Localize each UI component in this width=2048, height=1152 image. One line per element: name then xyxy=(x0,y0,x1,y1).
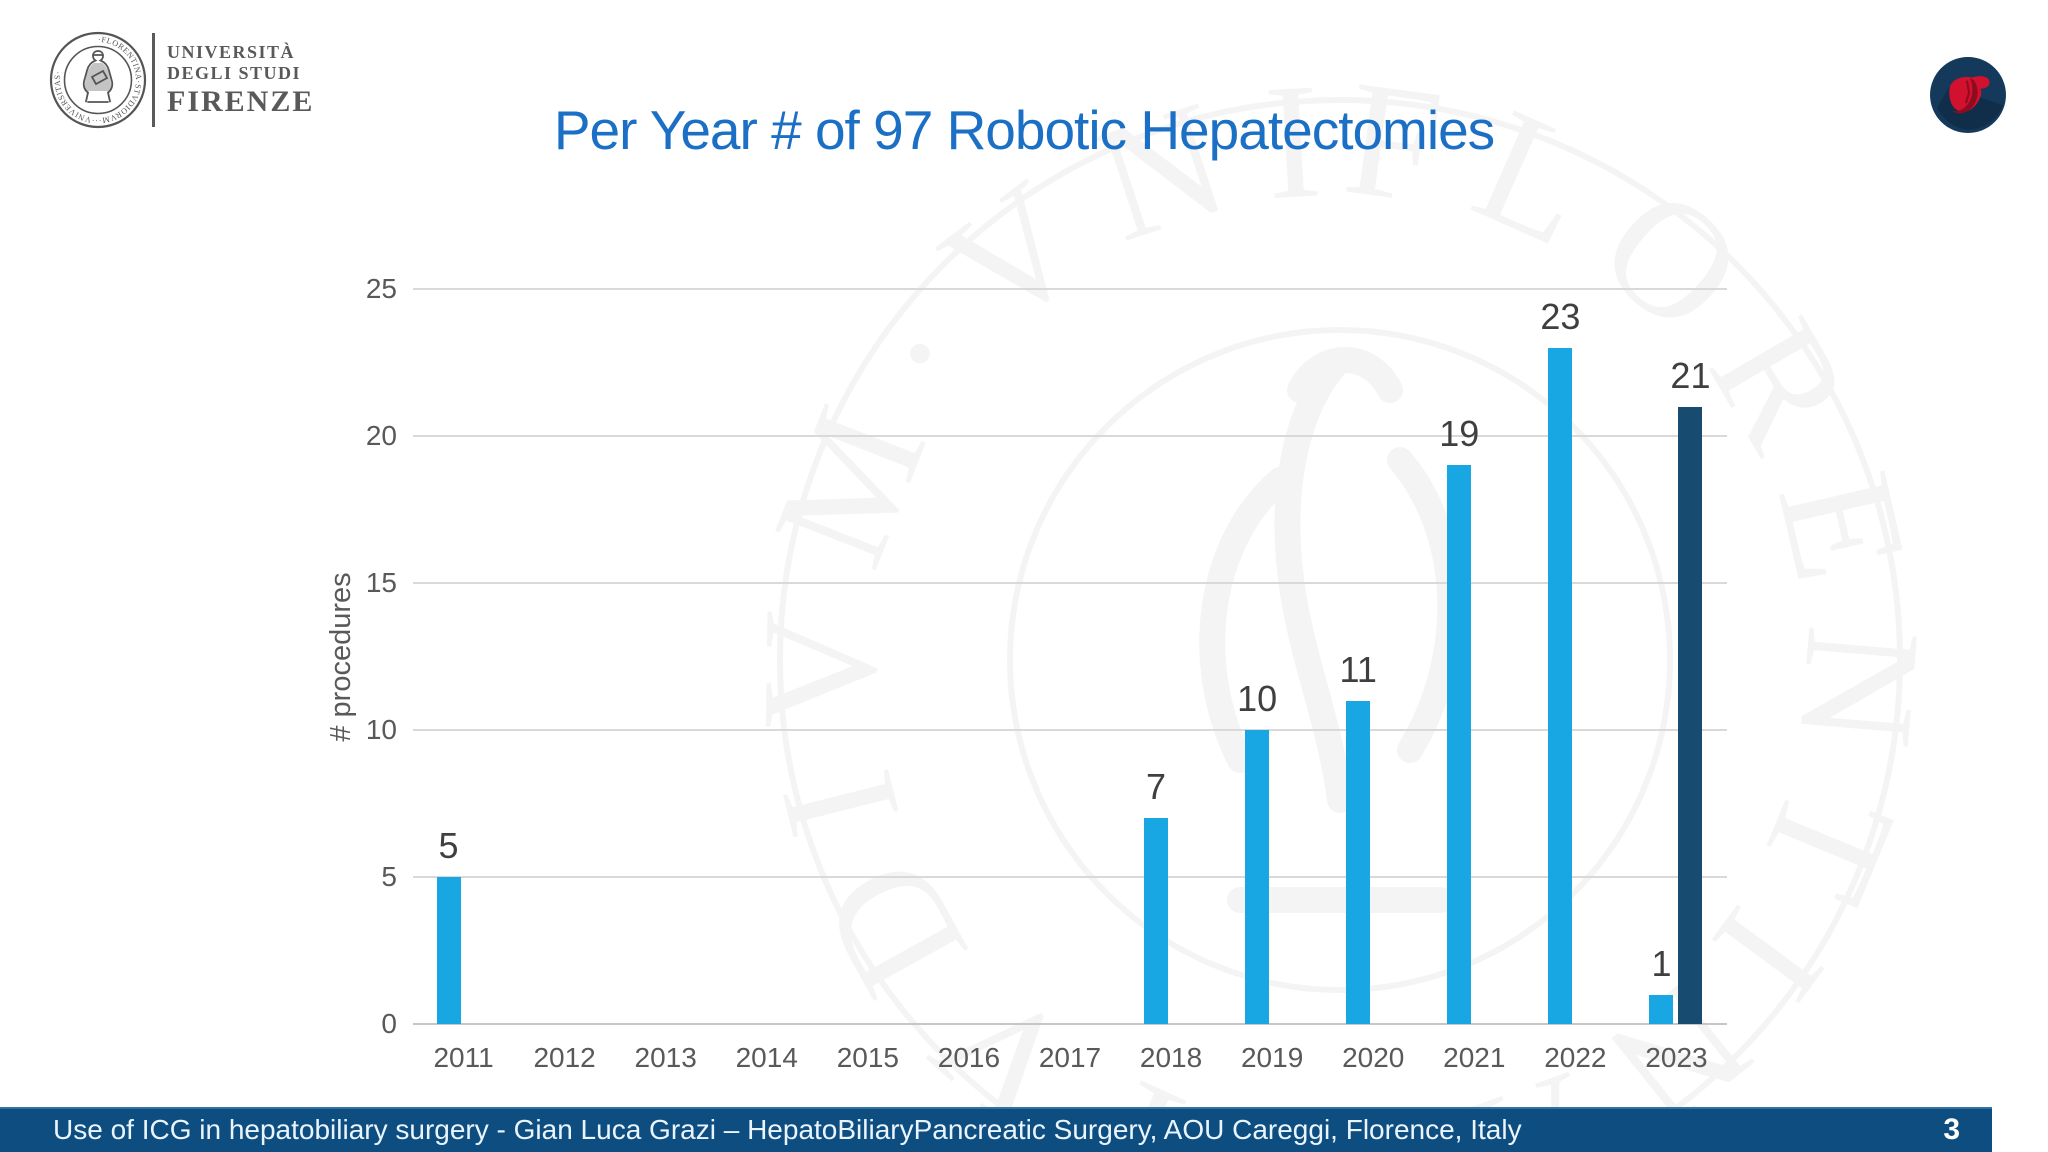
university-logo-line1: UNIVERSITÀ xyxy=(167,42,296,62)
gridline-25 xyxy=(413,288,1727,290)
bar-value-2011: 5 xyxy=(438,825,459,866)
y-tick-20: 20 xyxy=(365,420,397,451)
footer-text: Use of ICG in hepatobiliary surgery - Gi… xyxy=(53,1114,1522,1145)
y-tick-5: 5 xyxy=(381,861,397,892)
x-tick-2011: 2011 xyxy=(433,1042,494,1073)
y-tick-0: 0 xyxy=(381,1008,397,1039)
bar-value-2022: 23 xyxy=(1540,295,1581,337)
bar-value-2023-dark: 21 xyxy=(1670,354,1711,396)
bar-2023 xyxy=(1649,994,1674,1024)
gridline-15 xyxy=(413,582,1727,584)
x-tick-2019: 2019 xyxy=(1240,1042,1304,1073)
bar-2019 xyxy=(1245,730,1270,1024)
bar-2018 xyxy=(1144,818,1169,1024)
university-seal-icon: ·FLORENTINA·STVDIORVM···VNIVERSITAS· xyxy=(49,31,147,129)
y-tick-15: 15 xyxy=(365,567,397,598)
bar-2022 xyxy=(1548,347,1573,1024)
university-logo: ·FLORENTINA·STVDIORVM···VNIVERSITAS· UNI… xyxy=(48,30,314,130)
x-tick-2018: 2018 xyxy=(1139,1042,1203,1073)
gridline-5 xyxy=(413,876,1727,878)
x-tick-2023: 2023 xyxy=(1645,1042,1708,1073)
y-tick-10: 10 xyxy=(365,714,397,745)
footer-bar: Use of ICG in hepatobiliary surgery - Gi… xyxy=(0,1107,1992,1152)
bar-chart: 0 5 10 15 20 25 5 7 10 11 19 23 1 21 2011 2012 2013 2014 2… xyxy=(366,274,1727,1073)
x-tick-2017: 2017 xyxy=(1038,1042,1102,1073)
page-number: 3 xyxy=(1943,1113,1960,1146)
bar-2011 xyxy=(436,877,461,1024)
bar-2020 xyxy=(1346,700,1371,1024)
bar-2021 xyxy=(1447,465,1472,1024)
x-tick-2016: 2016 xyxy=(937,1042,1001,1073)
bar-value-2018: 7 xyxy=(1146,766,1167,808)
bar-value-2023: 1 xyxy=(1651,942,1672,984)
bar-value-2019: 10 xyxy=(1237,678,1278,719)
page-title: Per Year # of 97 Robotic Hepatectomies xyxy=(553,99,1495,161)
logo-divider xyxy=(152,33,155,127)
y-axis-label: # procedures xyxy=(325,572,357,742)
x-tick-2015: 2015 xyxy=(836,1042,899,1073)
university-logo-line3: FIRENZE xyxy=(167,85,315,118)
y-tick-25: 25 xyxy=(365,273,397,304)
x-tick-2021: 2021 xyxy=(1443,1042,1506,1073)
bar-value-2020: 11 xyxy=(1339,648,1377,690)
x-tick-2022: 2022 xyxy=(1544,1042,1607,1073)
university-logo-text: UNIVERSITÀ DEGLI STUDI FIRENZE xyxy=(167,42,314,118)
x-tick-2020: 2020 xyxy=(1342,1042,1405,1073)
x-tick-2012: 2012 xyxy=(533,1042,596,1073)
gridline-0 xyxy=(413,1023,1727,1025)
bar-value-2021: 19 xyxy=(1439,413,1480,455)
liver-icon xyxy=(1930,57,2006,133)
x-tick-2014: 2014 xyxy=(735,1042,798,1073)
x-tick-2013: 2013 xyxy=(634,1042,697,1073)
bar-2023-dark xyxy=(1678,406,1703,1024)
gridline-20 xyxy=(413,435,1727,437)
university-logo-line2: DEGLI STUDI xyxy=(167,63,302,83)
gridline-10 xyxy=(413,729,1727,731)
